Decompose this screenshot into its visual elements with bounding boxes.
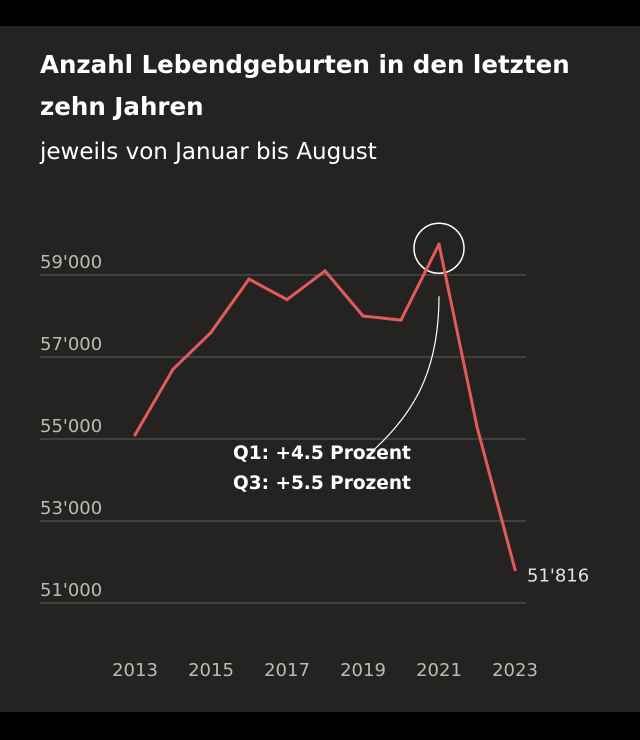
y-tick-label: 51'000 <box>40 580 102 601</box>
data-points <box>133 242 517 572</box>
data-point <box>285 298 289 302</box>
x-tick-label: 2013 <box>112 660 158 681</box>
data-point <box>209 330 213 334</box>
data-point <box>513 567 517 572</box>
x-tick-label: 2019 <box>340 660 386 681</box>
annotation-q3: Q3: +5.5 Prozent <box>233 473 411 494</box>
end-value-label: 51'816 <box>527 566 589 587</box>
annotation-q1: Q1: +4.5 Prozent <box>233 443 411 464</box>
data-point <box>323 269 327 273</box>
y-tick-label: 57'000 <box>40 334 102 355</box>
chart-title: Anzahl Lebendgeburten in den letzten zeh… <box>40 50 570 121</box>
data-point <box>133 433 137 437</box>
chart-subtitle: jeweils von Januar bis August <box>40 139 377 165</box>
x-tick-label: 2015 <box>188 660 234 681</box>
grid-lines <box>40 274 526 604</box>
x-tick-label: 2021 <box>416 660 462 681</box>
x-axis-ticks: 2013 2015 2017 2019 2021 2023 <box>112 660 538 681</box>
annotation-connector <box>366 296 440 457</box>
data-point <box>437 242 441 246</box>
chart-panel: Anzahl Lebendgeburten in den letzten zeh… <box>0 26 640 712</box>
y-tick-label: 55'000 <box>40 416 102 437</box>
y-axis-ticks: 59'000 57'000 55'000 53'000 51'000 <box>40 252 102 601</box>
x-tick-label: 2023 <box>492 660 538 681</box>
data-point <box>171 367 175 371</box>
data-point <box>399 318 403 322</box>
highlight-circle <box>413 222 465 274</box>
x-tick-label: 2017 <box>264 660 310 681</box>
data-point <box>247 277 251 281</box>
data-point <box>475 425 479 429</box>
y-tick-label: 53'000 <box>40 498 102 519</box>
y-tick-label: 59'000 <box>40 252 102 273</box>
data-point <box>361 314 365 318</box>
